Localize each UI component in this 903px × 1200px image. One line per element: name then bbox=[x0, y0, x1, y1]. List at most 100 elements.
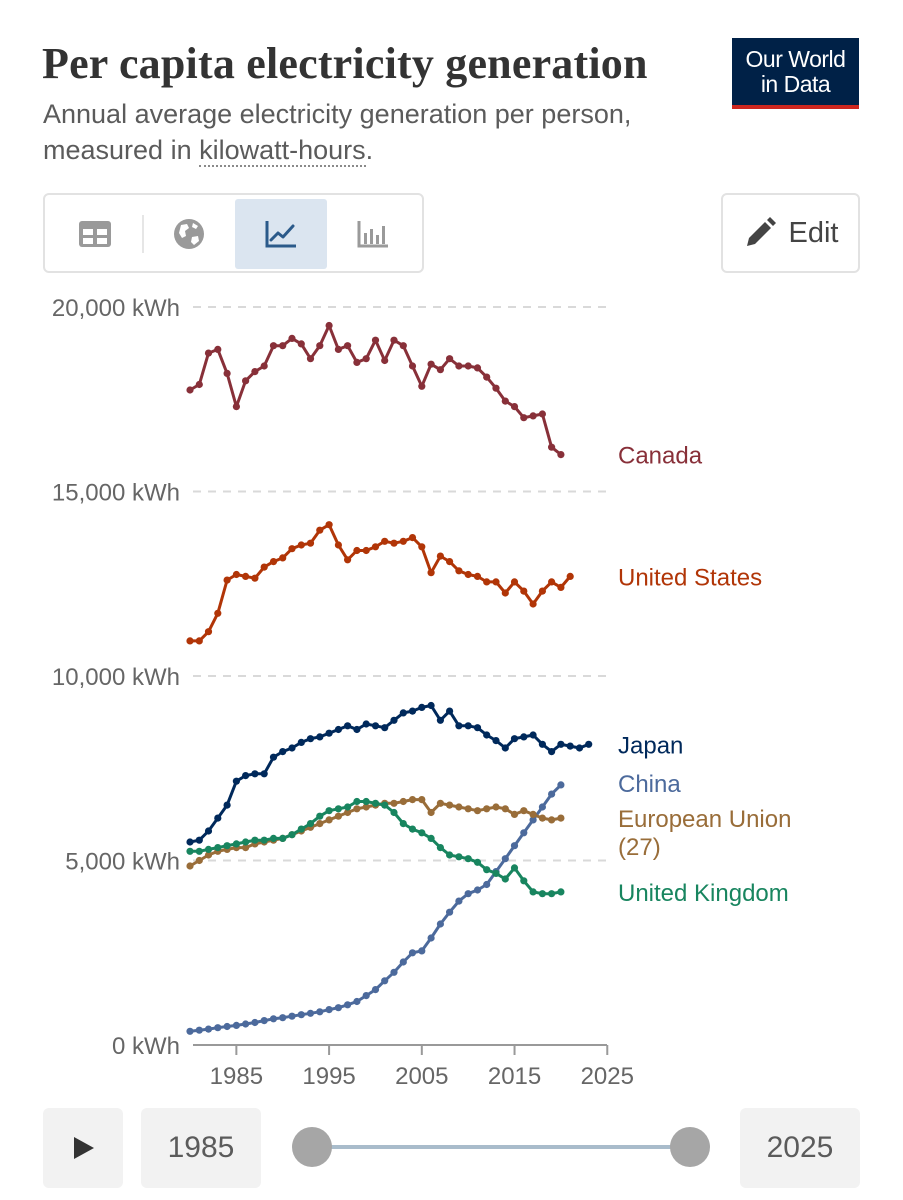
data-point bbox=[316, 733, 324, 741]
data-point bbox=[297, 1011, 305, 1019]
data-point bbox=[260, 362, 268, 370]
data-point bbox=[316, 820, 324, 828]
data-point bbox=[548, 748, 556, 756]
kilowatt-hours-link[interactable]: kilowatt-hours bbox=[199, 135, 366, 167]
series-united-kingdom bbox=[186, 797, 565, 898]
line-chart-icon bbox=[265, 221, 296, 248]
data-point bbox=[214, 345, 222, 353]
tab-chart[interactable] bbox=[235, 199, 327, 269]
timeline-track[interactable] bbox=[312, 1145, 690, 1149]
data-point bbox=[520, 587, 528, 595]
data-point bbox=[186, 637, 194, 645]
data-point bbox=[353, 997, 361, 1006]
data-point bbox=[418, 829, 426, 837]
data-point bbox=[455, 803, 463, 811]
data-point bbox=[557, 740, 565, 748]
data-point bbox=[408, 949, 417, 957]
data-point bbox=[501, 875, 509, 883]
data-point bbox=[306, 355, 315, 363]
data-point bbox=[232, 777, 240, 785]
data-point bbox=[223, 801, 231, 809]
edit-button[interactable]: Edit bbox=[721, 193, 860, 273]
data-point bbox=[288, 334, 296, 342]
data-point bbox=[325, 816, 333, 824]
data-point bbox=[427, 701, 435, 710]
data-point bbox=[242, 1020, 250, 1028]
data-point bbox=[269, 834, 278, 843]
data-point bbox=[279, 748, 287, 756]
data-point bbox=[269, 753, 278, 761]
owid-logo[interactable]: Our World in Data bbox=[732, 38, 859, 109]
grid-layer: 0 kWh 5,000 kWh 10,000 kWh 15,000 kWh 20,000… bbox=[52, 295, 634, 1090]
data-point bbox=[520, 829, 528, 837]
logo-line-2: in Data bbox=[760, 71, 831, 97]
end-year-handle[interactable] bbox=[670, 1127, 710, 1167]
x-tick-label: 2015 bbox=[488, 1063, 541, 1090]
data-point bbox=[242, 377, 250, 385]
data-point bbox=[510, 578, 519, 586]
data-point bbox=[436, 552, 444, 560]
data-point bbox=[492, 869, 500, 878]
tab-bar[interactable] bbox=[327, 199, 419, 269]
data-point bbox=[288, 744, 296, 752]
data-point bbox=[186, 847, 194, 855]
data-point bbox=[483, 578, 491, 586]
data-point bbox=[269, 1015, 278, 1023]
data-point bbox=[195, 847, 203, 855]
timeline-controls: 1985 2025 bbox=[0, 1105, 903, 1188]
y-tick-label: 0 kWh bbox=[112, 1033, 180, 1060]
tab-table[interactable] bbox=[49, 199, 141, 269]
data-point bbox=[279, 1014, 287, 1022]
data-point bbox=[344, 803, 352, 811]
series-japan bbox=[186, 701, 593, 846]
data-point bbox=[232, 840, 240, 848]
data-point bbox=[390, 808, 398, 817]
data-point bbox=[371, 986, 380, 994]
data-point bbox=[260, 836, 268, 844]
y-tick-label: 20,000 kWh bbox=[52, 295, 180, 322]
data-point bbox=[427, 834, 435, 843]
data-point bbox=[325, 521, 333, 529]
data-point bbox=[501, 589, 509, 597]
data-point bbox=[242, 772, 250, 780]
end-year-box[interactable]: 2025 bbox=[740, 1108, 860, 1188]
data-point bbox=[288, 1012, 296, 1020]
tab-map[interactable] bbox=[143, 199, 235, 269]
data-point bbox=[381, 801, 389, 809]
data-point bbox=[557, 888, 565, 896]
series-label-china: China bbox=[618, 771, 681, 798]
data-point bbox=[510, 864, 519, 872]
data-point bbox=[427, 808, 435, 817]
data-point bbox=[260, 770, 268, 778]
series-label-united-states: United States bbox=[618, 564, 762, 591]
data-point bbox=[529, 816, 537, 824]
data-point bbox=[418, 796, 426, 804]
data-point bbox=[297, 340, 305, 348]
data-point bbox=[566, 742, 574, 750]
data-point bbox=[557, 451, 565, 459]
data-point bbox=[223, 369, 231, 377]
data-point bbox=[204, 349, 213, 357]
data-point bbox=[492, 737, 500, 745]
data-point bbox=[492, 384, 500, 392]
data-point bbox=[455, 897, 463, 905]
data-point bbox=[306, 1009, 315, 1017]
data-point bbox=[473, 572, 482, 580]
data-point bbox=[334, 812, 342, 820]
data-point bbox=[473, 858, 482, 866]
data-point bbox=[325, 729, 333, 737]
data-point bbox=[214, 1024, 222, 1032]
data-point bbox=[353, 358, 361, 366]
data-point bbox=[242, 844, 250, 852]
data-point bbox=[492, 578, 500, 586]
subtitle-text: Annual average electricity generation pe… bbox=[43, 99, 632, 165]
start-year-handle[interactable] bbox=[292, 1127, 332, 1167]
pencil-icon bbox=[746, 217, 776, 246]
data-point bbox=[362, 797, 370, 806]
data-point bbox=[195, 1026, 203, 1034]
data-point bbox=[381, 537, 389, 545]
data-point bbox=[464, 362, 472, 370]
play-button[interactable] bbox=[43, 1108, 123, 1188]
start-year-box[interactable]: 1985 bbox=[141, 1108, 261, 1188]
data-point bbox=[446, 908, 454, 916]
